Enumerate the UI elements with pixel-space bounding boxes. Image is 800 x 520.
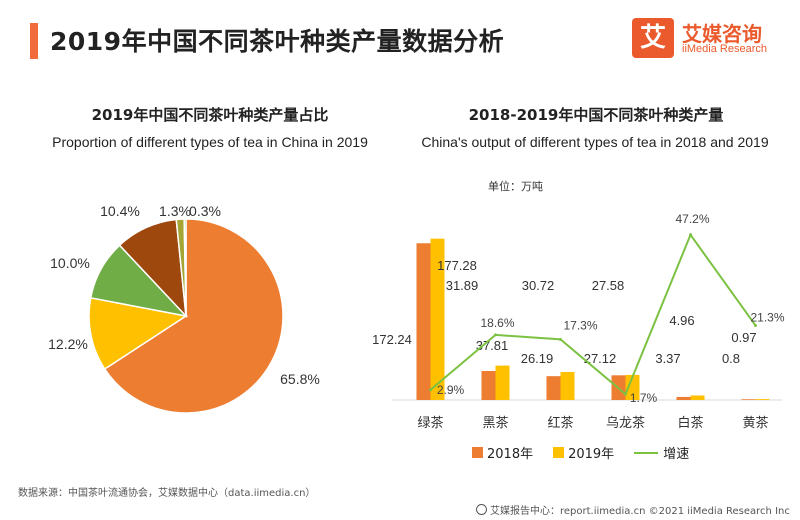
x-tick-label: 黄茶 (742, 415, 768, 431)
x-tick-label: 绿茶 (417, 415, 443, 431)
combo-title-en: China's output of different types of tea… (421, 134, 769, 150)
legend-swatch-2018 (472, 447, 483, 458)
bar-2019 (625, 374, 640, 400)
footer-text: 艾媒报告中心：report.iimedia.cn ©2021 iiMedia R… (490, 506, 790, 517)
pie-title-en: Proportion of different types of tea in … (52, 134, 368, 150)
growth-point (429, 388, 432, 392)
bar-2018-value-label: 27.12 (584, 351, 617, 366)
bar-2019 (690, 395, 705, 400)
legend-swatch-growth (634, 451, 659, 454)
bar-2019 (560, 372, 575, 400)
x-tick-label: 白茶 (677, 415, 703, 431)
brand-logo-icon: 艾 (632, 18, 674, 58)
bar-2019 (430, 238, 445, 400)
brand-name-cn: 艾媒咨询 (682, 22, 762, 46)
bar-2019-value-label: 4.96 (669, 313, 694, 328)
legend-label-2019: 2019年 (568, 447, 615, 462)
growth-point (559, 337, 562, 341)
page-title: 2019年中国不同茶叶种类产量数据分析 (50, 27, 505, 56)
data-source-note: 数据来源：中国茶叶流通协会，艾媒数据中心（data.iimedia.cn） (18, 488, 316, 499)
bar-2019 (495, 365, 510, 400)
legend-swatch-2019 (553, 447, 565, 458)
bar-2019-value-label: 37.81 (476, 338, 509, 353)
bar-2018-value-label: 172.24 (372, 332, 412, 347)
pie-chart: 65.8% 12.2% 10.0% 10.4% 1.3%0.3% (48, 203, 320, 414)
pie-title-cn: 2019年中国不同茶叶种类产量占比 (91, 106, 329, 124)
pie-slice-label: 12.2% (48, 336, 88, 352)
bar-2019-value-label: 0.97 (731, 330, 756, 345)
bar-2018 (676, 396, 691, 400)
growth-point (754, 323, 757, 327)
bar-2019-value-label: 177.28 (437, 258, 477, 273)
bar-2018-value-label: 3.37 (655, 351, 680, 366)
footer: 艾媒报告中心：report.iimedia.cn ©2021 iiMedia R… (476, 502, 790, 517)
title-accent-bar (30, 23, 38, 59)
bar-2018-value-label: 31.89 (446, 278, 479, 293)
bar-2018 (546, 376, 561, 400)
bar-2018-value-label: 0.8 (722, 351, 740, 366)
brand-logo: 艾 艾媒咨询 iiMedia Research (632, 14, 792, 62)
growth-value-label: 2.9% (437, 383, 465, 397)
pie-slice-label: 65.8% (280, 371, 320, 387)
pie-slice-label: 10.0% (50, 255, 90, 271)
growth-point (624, 392, 627, 396)
combo-title-cn: 2018-2019年中国不同茶叶种类产量 (468, 106, 724, 124)
bar-2018-value-label: 26.19 (521, 351, 554, 366)
growth-value-label: 1.7% (630, 391, 658, 405)
pie-slice-label: 1.3% (159, 203, 191, 219)
growth-point (494, 333, 497, 337)
combo-chart: 绿茶 黑茶 红茶 乌龙茶 白茶 黄茶 172.24 31.89 26.19 27.12 3.37 0.… (372, 212, 785, 431)
pie-slice-label: 0.3% (189, 203, 221, 219)
bar-2018 (741, 399, 756, 400)
growth-value-label: 17.3% (563, 318, 597, 332)
chart-legend: 2018年 2019年 增速 (472, 443, 709, 462)
legend-item-2019: 2019年 (553, 443, 614, 462)
report-center-icon (476, 504, 487, 515)
pie-slice (103, 218, 284, 414)
x-tick-label: 红茶 (547, 415, 573, 431)
growth-point (689, 233, 692, 237)
legend-item-growth: 增速 (634, 443, 689, 462)
legend-label-growth: 增速 (663, 447, 690, 462)
growth-value-label: 47.2% (675, 212, 709, 226)
bar-2018 (416, 243, 431, 400)
growth-value-label: 21.3% (750, 310, 784, 324)
pie-slice (183, 218, 187, 317)
bar-2019 (755, 399, 770, 400)
bar-2018 (481, 370, 496, 400)
legend-item-2018: 2018年 (472, 443, 533, 462)
x-tick-label: 乌龙茶 (606, 415, 645, 431)
bar-2019-value-label: 27.58 (592, 278, 625, 293)
pie-slice (88, 296, 188, 371)
legend-label-2018: 2018年 (487, 447, 534, 462)
bar-2019-value-label: 30.72 (522, 278, 555, 293)
unit-label: 单位：万吨 (488, 180, 543, 193)
brand-name-en: iiMedia Research (682, 43, 767, 55)
growth-value-label: 18.6% (480, 316, 514, 330)
pie-slice-label: 10.4% (100, 203, 140, 219)
growth-line (429, 232, 757, 396)
x-tick-label: 黑茶 (482, 415, 508, 431)
